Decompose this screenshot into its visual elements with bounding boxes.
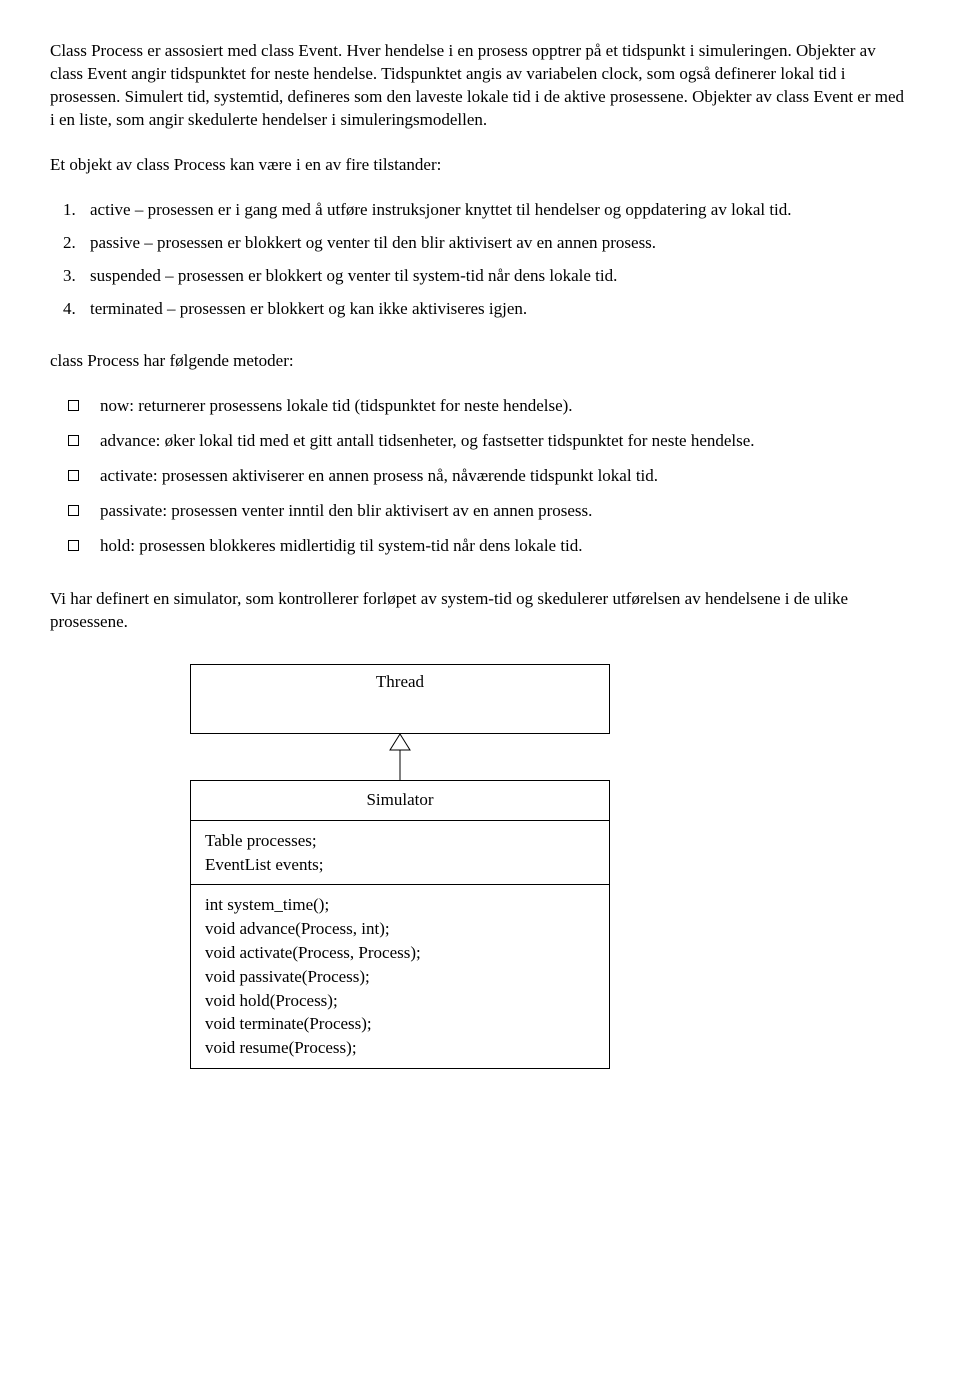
uml-attr-line: EventList events;: [205, 853, 595, 877]
uml-attributes: Table processes; EventList events;: [191, 820, 609, 885]
state-item: active – prosessen er i gang med å utfør…: [80, 199, 910, 222]
state-item: terminated – prosessen er blokkert og ka…: [80, 298, 910, 321]
uml-op-line: void advance(Process, int);: [205, 917, 595, 941]
state-item: suspended – prosessen er blokkert og ven…: [80, 265, 910, 288]
uml-op-line: void passivate(Process);: [205, 965, 595, 989]
method-item: advance: øker lokal tid med et gitt anta…: [80, 430, 910, 453]
uml-thread-title: Thread: [191, 665, 609, 702]
methods-list: now: returnerer prosessens lokale tid (t…: [50, 395, 910, 558]
uml-simulator-box: Simulator Table processes; EventList eve…: [190, 780, 610, 1069]
uml-simulator-title: Simulator: [191, 781, 609, 820]
uml-diagram: Thread Simulator Table processes; EventL…: [190, 664, 610, 1069]
method-item: now: returnerer prosessens lokale tid (t…: [80, 395, 910, 418]
paragraph-methods-intro: class Process har følgende metoder:: [50, 350, 910, 373]
paragraph-states-intro: Et objekt av class Process kan være i en…: [50, 154, 910, 177]
paragraph-simulator: Vi har definert en simulator, som kontro…: [50, 588, 910, 634]
uml-thread-box: Thread: [190, 664, 610, 734]
states-list: active – prosessen er i gang med å utfør…: [50, 199, 910, 321]
uml-inheritance-arrow: [190, 734, 610, 780]
uml-op-line: int system_time();: [205, 893, 595, 917]
state-item: passive – prosessen er blokkert og vente…: [80, 232, 910, 255]
uml-op-line: void activate(Process, Process);: [205, 941, 595, 965]
method-item: activate: prosessen aktiviserer en annen…: [80, 465, 910, 488]
uml-operations: int system_time(); void advance(Process,…: [191, 884, 609, 1068]
arrow-up-icon: [388, 734, 412, 780]
paragraph-intro: Class Process er assosiert med class Eve…: [50, 40, 910, 132]
method-item: passivate: prosessen venter inntil den b…: [80, 500, 910, 523]
method-item: hold: prosessen blokkeres midlertidig ti…: [80, 535, 910, 558]
uml-op-line: void terminate(Process);: [205, 1012, 595, 1036]
uml-attr-line: Table processes;: [205, 829, 595, 853]
uml-op-line: void resume(Process);: [205, 1036, 595, 1060]
uml-op-line: void hold(Process);: [205, 989, 595, 1013]
